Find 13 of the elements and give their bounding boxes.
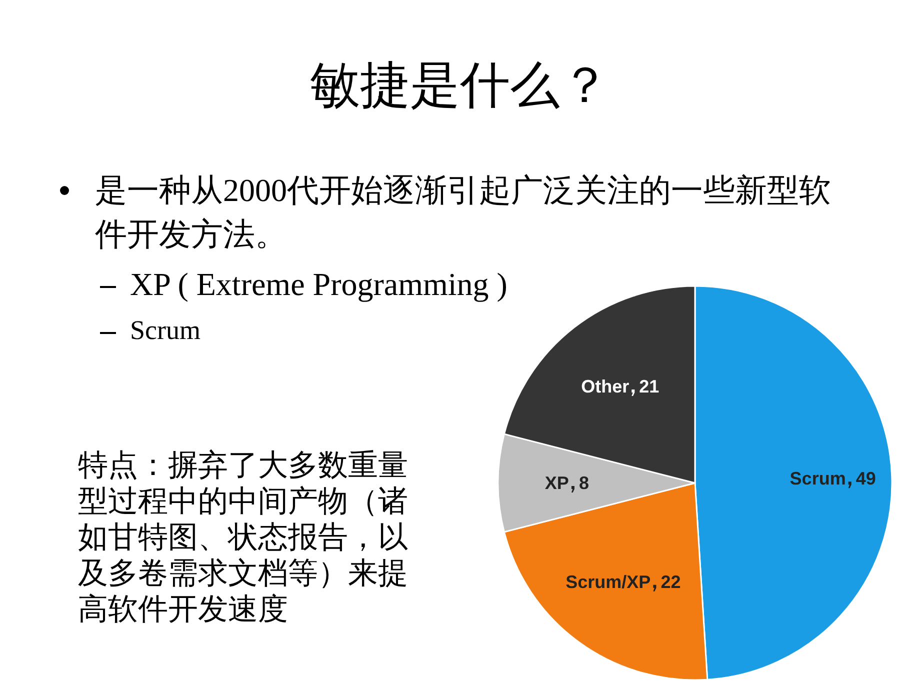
text: XP ( Extreme Programming ) xyxy=(130,265,508,304)
text: Scrum xyxy=(130,314,202,347)
data-label: 22 xyxy=(660,572,681,592)
slice-label: Other xyxy=(581,376,630,396)
slice-label: Scrum/XP xyxy=(566,572,651,592)
text: 特点：摒弃了大多数重量型过程中的中间产物（诸如甘特图、状态报告，以及多卷需求文档等）来提高软件开发速度 xyxy=(78,448,409,628)
slice-label: Scrum xyxy=(790,468,846,489)
data-label: 49 xyxy=(856,468,876,489)
chart-title: 敏捷是什么？ xyxy=(309,56,611,115)
text: 是一种从2000代开始逐渐引起广泛关注的一些新型软件开发方法。 xyxy=(95,171,832,254)
slice-label: XP xyxy=(544,473,569,493)
data-label: 8 xyxy=(578,473,589,493)
data-label: 21 xyxy=(639,376,660,396)
